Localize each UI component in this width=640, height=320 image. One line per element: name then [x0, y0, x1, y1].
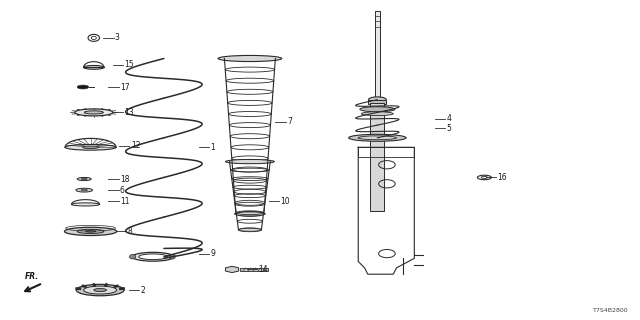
Text: 6: 6: [120, 186, 125, 195]
Text: 1: 1: [211, 143, 215, 152]
Text: 4: 4: [446, 114, 451, 123]
Ellipse shape: [358, 136, 396, 140]
Text: 14: 14: [258, 265, 268, 274]
Ellipse shape: [77, 229, 104, 233]
Text: 13: 13: [124, 108, 134, 117]
Ellipse shape: [362, 112, 394, 116]
Ellipse shape: [132, 252, 173, 261]
Ellipse shape: [169, 254, 175, 259]
Text: 16: 16: [497, 173, 507, 182]
Text: T7S4B2800: T7S4B2800: [593, 308, 629, 313]
Text: 15: 15: [124, 60, 134, 69]
Ellipse shape: [84, 66, 104, 69]
Text: 9: 9: [211, 249, 215, 258]
FancyBboxPatch shape: [375, 11, 380, 103]
Polygon shape: [225, 266, 239, 273]
Text: 12: 12: [131, 141, 140, 150]
Ellipse shape: [72, 203, 100, 206]
Ellipse shape: [81, 189, 88, 191]
Ellipse shape: [369, 97, 387, 103]
Ellipse shape: [77, 85, 89, 89]
Text: 3: 3: [115, 33, 120, 42]
Text: 11: 11: [120, 197, 129, 206]
Text: 18: 18: [120, 174, 129, 184]
Ellipse shape: [360, 107, 395, 112]
Ellipse shape: [86, 231, 96, 232]
Ellipse shape: [75, 109, 113, 116]
Ellipse shape: [129, 254, 136, 259]
FancyBboxPatch shape: [371, 103, 385, 211]
Ellipse shape: [77, 178, 92, 180]
Text: 2: 2: [140, 285, 145, 295]
Ellipse shape: [94, 288, 106, 292]
Text: FR.: FR.: [25, 272, 39, 281]
Text: 17: 17: [120, 83, 129, 92]
Ellipse shape: [84, 111, 103, 114]
Text: 10: 10: [280, 197, 290, 206]
Ellipse shape: [234, 212, 266, 216]
Ellipse shape: [65, 144, 116, 150]
Ellipse shape: [349, 134, 406, 141]
Text: 8: 8: [127, 227, 132, 236]
Ellipse shape: [84, 286, 116, 294]
FancyBboxPatch shape: [369, 100, 387, 105]
Text: 5: 5: [446, 124, 451, 133]
Ellipse shape: [65, 227, 116, 236]
Text: 7: 7: [287, 117, 292, 126]
Ellipse shape: [139, 254, 168, 260]
Ellipse shape: [218, 55, 282, 61]
Ellipse shape: [76, 188, 93, 192]
Ellipse shape: [76, 284, 124, 296]
Ellipse shape: [81, 178, 87, 180]
Ellipse shape: [239, 228, 261, 231]
Ellipse shape: [83, 146, 99, 148]
FancyBboxPatch shape: [240, 268, 268, 271]
Ellipse shape: [225, 159, 275, 164]
